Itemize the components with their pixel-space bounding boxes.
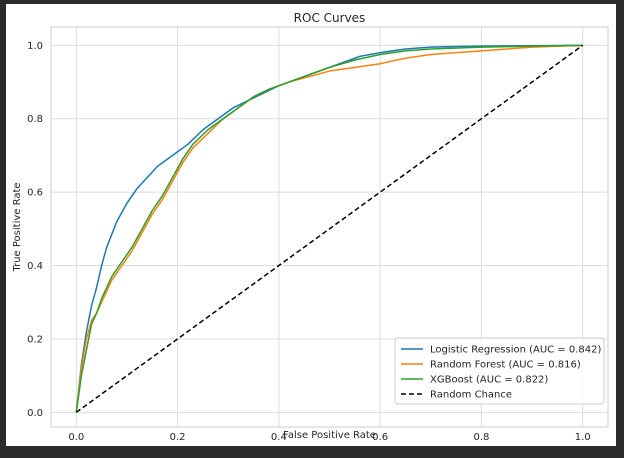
- x-tick-label: 0.4: [271, 432, 287, 443]
- x-tick-label: 0.0: [68, 432, 84, 443]
- legend-entry-0: Logistic Regression (AUC = 0.842): [430, 345, 602, 356]
- y-tick-label: 0.8: [27, 114, 43, 125]
- chart-title: ROC Curves: [294, 11, 366, 25]
- x-tick-label: 0.2: [170, 432, 186, 443]
- legend-entry-3: Random Chance: [430, 390, 512, 401]
- series-line-2: [75, 44, 583, 413]
- y-tick-label: 1.0: [27, 41, 43, 52]
- y-tick-label: 0.0: [27, 408, 43, 419]
- figure: 0.0 0.2 0.4 0.6 0.8 1.0 0.0 0.2 0.4 0.6 0.8 1.0 ROC…: [6, 4, 616, 446]
- x-tick-label: 0.6: [372, 432, 388, 443]
- x-axis-label: False Positive Rate: [283, 430, 376, 441]
- y-tick-label: 0.2: [27, 334, 43, 345]
- legend-box: [394, 337, 605, 405]
- series-line-0: [75, 44, 583, 413]
- roc-chart: 0.0 0.2 0.4 0.6 0.8 1.0 0.0 0.2 0.4 0.6 0.8 1.0 ROC…: [12, 11, 609, 443]
- series-line-3: [75, 44, 584, 413]
- x-tick-label: 1.0: [575, 432, 591, 443]
- legend-entry-1: Random Forest (AUC = 0.816): [430, 360, 581, 371]
- series-line-1: [75, 44, 583, 413]
- x-tick-label: 0.8: [473, 432, 489, 443]
- legend-entry-2: XGBoost (AUC = 0.822): [430, 375, 548, 386]
- ticks: 0.0 0.2 0.4 0.6 0.8 1.0 0.0 0.2 0.4 0.6 0.8 1.0: [27, 41, 591, 443]
- y-axis-label: True Positive Rate: [12, 182, 23, 272]
- y-tick-label: 0.4: [27, 261, 43, 272]
- y-tick-label: 0.6: [27, 188, 43, 199]
- legend: Logistic Regression (AUC = 0.842) Random …: [394, 337, 605, 405]
- series: [75, 44, 584, 413]
